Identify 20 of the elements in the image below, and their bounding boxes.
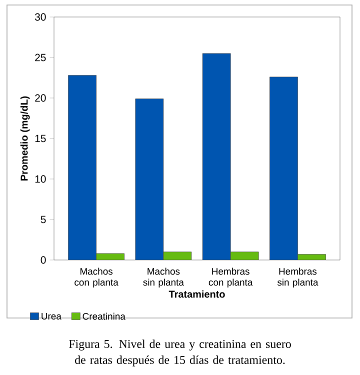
y-tick-label: 15 (35, 134, 46, 142)
y-tick-label: 20 (35, 94, 46, 102)
y-tick-label: 5 (40, 216, 46, 224)
bar (68, 75, 96, 260)
y-axis-title: Promedio (mg/dL) (20, 96, 30, 180)
legend-label: Creatinina (82, 312, 126, 320)
bar (135, 98, 164, 260)
y-tick-label: 0 (40, 256, 46, 264)
text: Figura 5. Nivel de urea y creatinina en suero de ratas después de 15 días de tratamiento. (68, 340, 291, 366)
x-tick-label: Hembras con planta (208, 268, 253, 288)
x-tick-label: Machos con planta (74, 268, 118, 288)
y-tick-label: 25 (35, 54, 46, 62)
y-tick-label: 10 (35, 175, 46, 183)
legend-label: Urea (42, 312, 62, 320)
x-tick-label: Hembras sin planta (277, 268, 318, 288)
bar (270, 76, 298, 260)
y-tick-label: 30 (34, 13, 46, 21)
bar (202, 53, 231, 260)
x-axis-title: Tratamiento (168, 290, 225, 298)
x-tick-label: Machos sin planta (143, 268, 184, 288)
